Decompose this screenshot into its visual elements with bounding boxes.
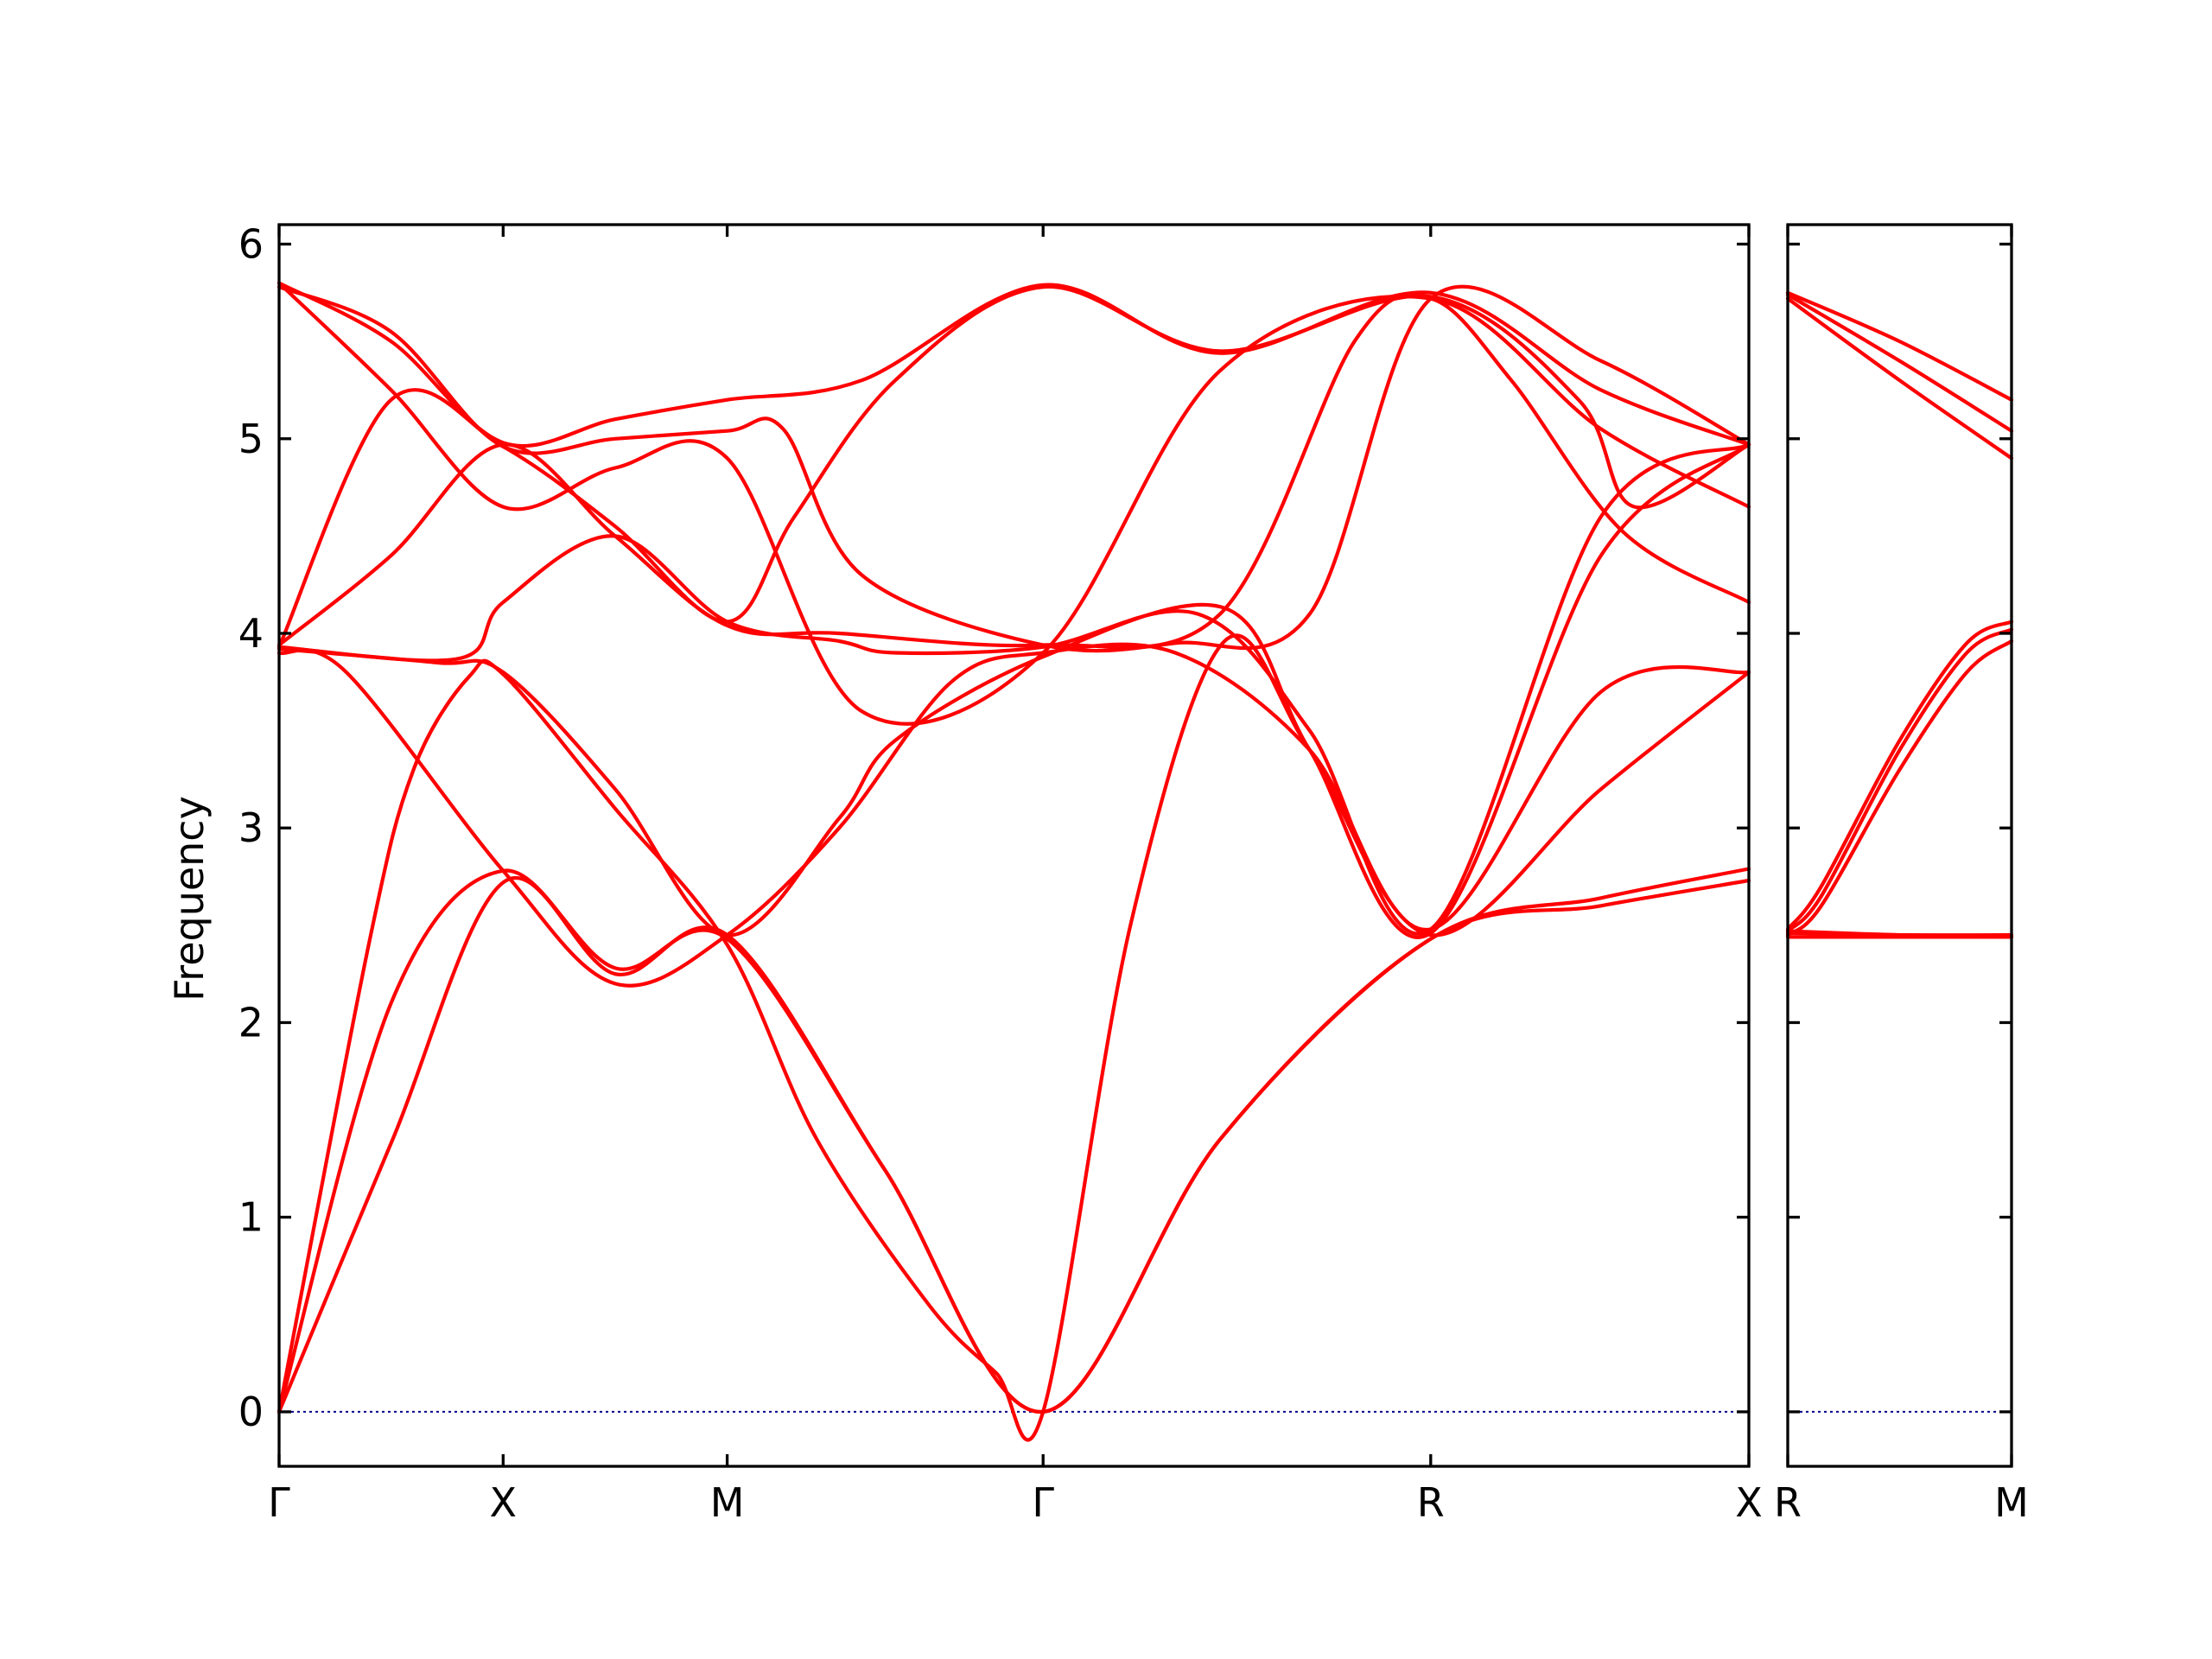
- main-band-11: [276, 284, 1751, 653]
- main-panel: 0 1 2 3 4 5 6 Γ X M Γ R X: [238, 221, 1763, 1526]
- main-x-tick-label: M: [710, 1479, 745, 1526]
- right-band-9: [1785, 290, 2014, 402]
- main-x-tick-label: X: [1735, 1479, 1763, 1526]
- right-band-3: [1785, 929, 2014, 939]
- main-band-4: [276, 642, 1751, 988]
- y-tick-label: 4: [238, 610, 264, 657]
- right-band-6: [1785, 620, 2014, 931]
- main-x-tick-label: X: [490, 1479, 518, 1526]
- main-band-9: [276, 281, 1751, 726]
- main-band-5: [276, 442, 1751, 939]
- right-x-tick-label: M: [1994, 1479, 2029, 1526]
- main-x-tick-label: Γ: [268, 1479, 290, 1526]
- y-tick-label: 2: [238, 999, 264, 1046]
- right-x-tick-label: R: [1774, 1479, 1802, 1526]
- y-tick-label: 5: [238, 416, 264, 462]
- right-band-4: [1785, 639, 2014, 938]
- main-band-3: [276, 633, 1751, 1442]
- y-tick-label: 0: [238, 1389, 264, 1435]
- main-x-tick-label: Γ: [1032, 1479, 1054, 1526]
- right-axes-frame: [1786, 223, 2013, 1468]
- main-x-tick-label: R: [1417, 1479, 1445, 1526]
- y-tick-label: 6: [238, 221, 264, 268]
- right-band-5: [1785, 627, 2014, 933]
- y-tick-label: 1: [238, 1194, 264, 1241]
- y-axis-title: Frequency: [166, 796, 213, 1001]
- right-band-8: [1785, 293, 2014, 433]
- y-tick-label: 3: [238, 804, 264, 851]
- main-band-6: [276, 442, 1751, 936]
- main-axes-frame: [277, 223, 1751, 1468]
- right-band-7: [1785, 296, 2014, 461]
- main-band-2: [276, 867, 1751, 1414]
